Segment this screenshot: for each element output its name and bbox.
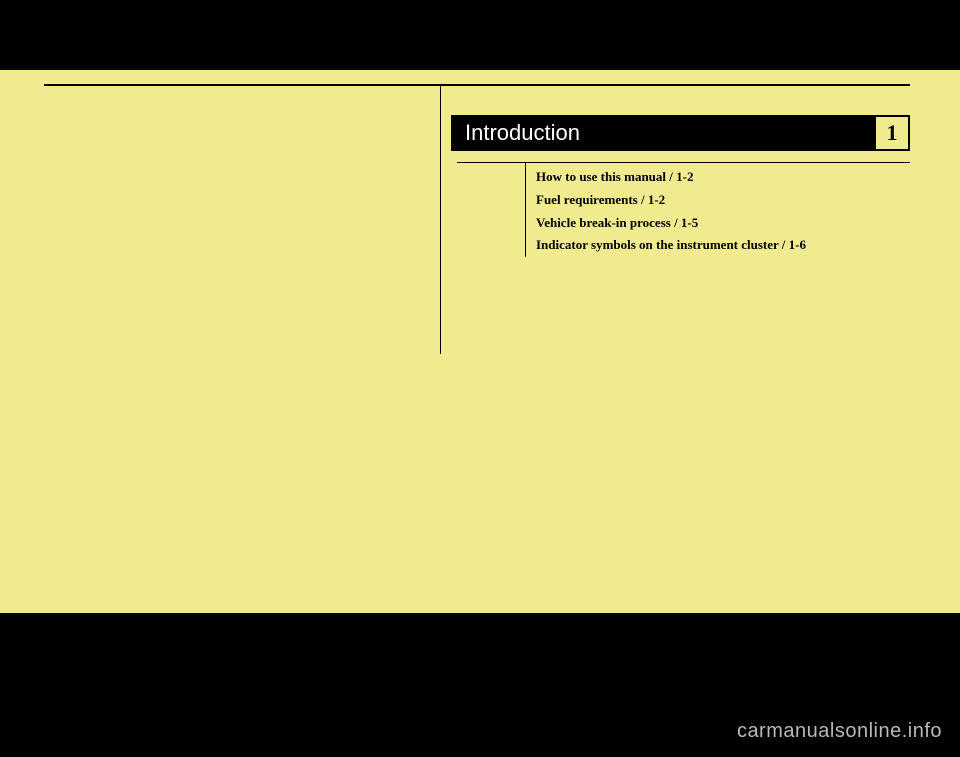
toc-item: How to use this manual / 1-2 (536, 166, 900, 189)
toc-item: Vehicle break-in process / 1-5 (536, 212, 900, 235)
chapter-title: Introduction (451, 120, 876, 146)
page-wrapper: Introduction 1 How to use this manual / … (0, 70, 960, 690)
toc-list: How to use this manual / 1-2 Fuel requir… (536, 166, 900, 257)
toc-item: Indicator symbols on the instrument clus… (536, 234, 900, 257)
chapter-number-box: 1 (876, 115, 910, 151)
toc-item: Fuel requirements / 1-2 (536, 189, 900, 212)
watermark: carmanualsonline.info (737, 720, 942, 743)
vertical-short-rule (525, 162, 526, 257)
top-rule (44, 84, 910, 86)
chapter-header: Introduction 1 (451, 115, 910, 151)
bottom-rule (0, 690, 960, 694)
chapter-number: 1 (887, 120, 898, 146)
page-content: Introduction 1 How to use this manual / … (0, 70, 960, 613)
vertical-rule (440, 84, 441, 354)
